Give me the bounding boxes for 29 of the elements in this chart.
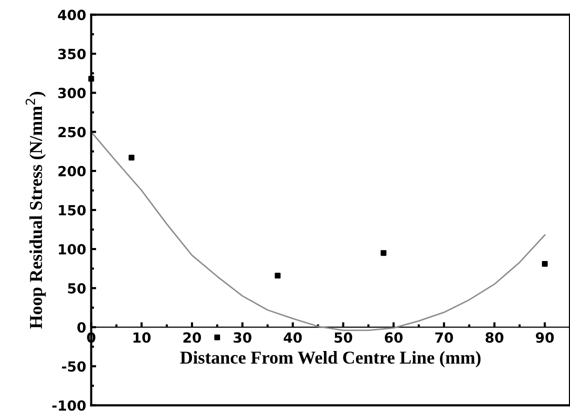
- y-tick-label: 50: [68, 283, 86, 294]
- x-tick-label: 30: [234, 332, 252, 343]
- y-tick-label: 200: [58, 166, 86, 176]
- y-tick-label: 100: [58, 244, 86, 255]
- y-tick-label: 0: [77, 322, 86, 333]
- y-tick-label: 150: [58, 204, 86, 216]
- x-tick-label: 10: [134, 332, 151, 343]
- x-tick-label: 80: [486, 332, 504, 343]
- x-tick-label: 70: [435, 332, 453, 343]
- x-tick-label: 60: [384, 332, 403, 343]
- y-tick-label: 250: [58, 126, 86, 138]
- point: [128, 154, 134, 161]
- point: [88, 76, 94, 82]
- y-tick-label: 300: [58, 88, 86, 98]
- x-tick-label: 90: [536, 332, 554, 343]
- x-tick-label: 50: [334, 332, 352, 343]
- x-tick-label: 20: [183, 332, 201, 343]
- y-tick-label: 350: [58, 48, 86, 60]
- point: [274, 272, 281, 279]
- y-tick-label: -100: [52, 400, 86, 411]
- x-tick-label: 40: [284, 332, 302, 343]
- y-tick-label: -50: [62, 361, 86, 372]
- point: [542, 261, 548, 267]
- point: [380, 250, 386, 256]
- y-tick-label: 400: [58, 10, 86, 20]
- x-axis-title: Distance From Weld Centre Line (mm): [180, 351, 481, 368]
- y-axis-title: Hoop Residual Stress (N/mm$^{2}$): [26, 92, 46, 329]
- point: [214, 334, 220, 340]
- line-series: [91, 131, 546, 331]
